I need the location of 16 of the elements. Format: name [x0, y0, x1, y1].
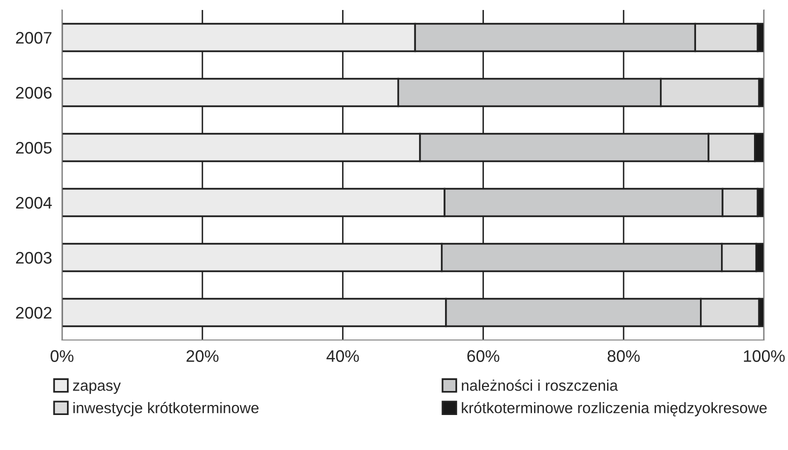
- y-tick-label: 2003: [16, 252, 52, 264]
- legend-label: inwestycje krótkoterminowe: [73, 402, 259, 416]
- y-tick-label: 2006: [16, 86, 52, 99]
- legend-label: należności i roszczenia: [462, 379, 618, 391]
- y-tick-label: 2002: [16, 306, 52, 319]
- x-tick-label: 40%: [326, 350, 359, 362]
- x-tick-label: 100%: [744, 350, 785, 362]
- x-tick-label: 60%: [467, 350, 500, 362]
- x-tick-label: 0%: [50, 350, 74, 362]
- y-tick-label: 2004: [16, 196, 52, 209]
- y-tick-label: 2007: [16, 32, 52, 44]
- x-tick-label: 20%: [186, 350, 218, 362]
- legend-label: krótkoterminowe rozliczenia międzyokresowe: [462, 402, 767, 416]
- legend-label: zapasy: [73, 382, 121, 394]
- x-tick-label: 80%: [608, 350, 640, 362]
- y-tick-label: 2005: [16, 142, 52, 154]
